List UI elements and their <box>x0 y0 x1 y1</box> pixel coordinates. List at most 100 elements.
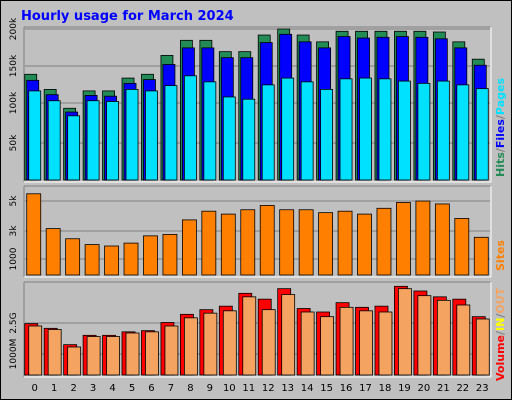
bar-sites <box>434 203 450 276</box>
legend-item: OUT <box>494 287 507 313</box>
bar-out <box>67 346 82 376</box>
x-tick-label: 19 <box>398 383 411 394</box>
bar-sites <box>396 202 411 276</box>
legend-item: Sites <box>494 240 507 271</box>
bar-sites <box>376 207 392 276</box>
y-tick-label: 1000M <box>9 339 19 370</box>
bar-pages <box>398 80 411 181</box>
bar-pages <box>281 77 295 181</box>
bar-sites <box>65 238 81 276</box>
bar-pages <box>183 75 197 181</box>
legend-item: / <box>494 147 507 152</box>
x-tick-label: 21 <box>437 383 450 394</box>
legend-panel-2: Sites <box>494 240 507 271</box>
bar-pages <box>339 78 353 181</box>
bar-sites <box>104 245 119 276</box>
bar-sites <box>181 219 197 276</box>
bar-pages <box>475 88 489 181</box>
bar-sites <box>143 235 158 276</box>
bar-sites <box>162 233 178 276</box>
bar-out <box>281 294 296 376</box>
legend-item: / <box>494 330 507 335</box>
bar-sites <box>201 210 217 276</box>
bar-pages <box>378 78 392 181</box>
legend-item: / <box>494 313 507 318</box>
x-tick-label: 1 <box>51 383 57 394</box>
legend-item: Volume <box>494 335 507 381</box>
y-tick-label: 50k <box>9 134 19 151</box>
bar-out <box>456 304 471 376</box>
bar-sites <box>473 236 489 276</box>
bar-out <box>339 306 354 376</box>
y-tick-label: 5k <box>9 195 19 207</box>
bar-out <box>203 312 218 376</box>
legend-item: Hits <box>494 152 507 177</box>
bar-sites <box>45 228 61 276</box>
legend-item: / <box>494 114 507 119</box>
x-tick-label: 18 <box>379 383 392 394</box>
bar-out <box>398 288 412 376</box>
x-tick-label: 15 <box>320 383 333 394</box>
x-tick-label: 2 <box>70 383 76 394</box>
bar-pages <box>456 84 470 181</box>
bar-sites <box>357 213 372 276</box>
x-tick-label: 4 <box>109 383 115 394</box>
y-tick-label: 100k <box>9 91 19 114</box>
bar-pages <box>417 82 431 181</box>
bar-out <box>320 316 335 376</box>
bar-pages <box>145 90 158 181</box>
bar-sites <box>259 204 275 276</box>
y-tick-label: 150k <box>9 54 19 77</box>
bar-out <box>222 310 237 376</box>
bar-pages <box>359 77 372 181</box>
x-tick-label: 11 <box>242 383 255 394</box>
x-tick-label: 13 <box>281 383 294 394</box>
x-tick-label: 5 <box>129 383 135 394</box>
bar-pages <box>125 89 139 181</box>
bar-pages <box>47 100 61 181</box>
x-tick-label: 0 <box>32 383 38 394</box>
legend-item: Pages <box>494 78 507 116</box>
bar-out <box>106 336 120 376</box>
bar-sites <box>279 209 295 276</box>
bar-pages <box>300 81 314 181</box>
bar-sites <box>26 193 42 276</box>
bar-out <box>378 311 393 376</box>
bar-out <box>475 318 490 376</box>
x-tick-label: 6 <box>148 383 154 394</box>
bar-sites <box>123 242 139 276</box>
y-tick-label: 200k <box>9 17 19 40</box>
bar-pages <box>203 81 217 181</box>
bar-out <box>436 299 451 376</box>
chart-title: Hourly usage for March 2024 <box>21 9 234 24</box>
bar-pages <box>222 96 236 181</box>
bar-out <box>242 296 257 376</box>
bar-pages <box>436 80 450 181</box>
bar-out <box>28 325 43 376</box>
bar-pages <box>86 100 100 181</box>
x-tick-label: 9 <box>207 383 213 394</box>
bar-sites <box>337 210 353 276</box>
x-tick-label: 10 <box>223 383 236 394</box>
x-tick-label: 17 <box>359 383 372 394</box>
bar-pages <box>261 84 275 181</box>
bar-out <box>261 309 276 376</box>
x-tick-label: 16 <box>340 383 353 394</box>
bar-pages <box>164 85 178 181</box>
y-tick-label: 3k <box>9 225 19 237</box>
bar-pages <box>242 98 256 181</box>
bar-out <box>164 325 179 376</box>
bar-sites <box>240 209 256 276</box>
x-tick-label: 3 <box>90 383 96 394</box>
bar-out <box>145 331 159 376</box>
bar-sites <box>454 218 470 276</box>
legend-item: IN <box>494 318 507 331</box>
legend-panel-3: Volume/IN/OUT <box>494 287 507 381</box>
x-tick-label: 22 <box>456 383 469 394</box>
legend-item: Files <box>494 119 507 149</box>
plot-area-1 <box>24 27 491 182</box>
bar-out <box>300 311 315 376</box>
bar-sites <box>298 209 314 276</box>
x-tick-label: 14 <box>301 383 314 394</box>
